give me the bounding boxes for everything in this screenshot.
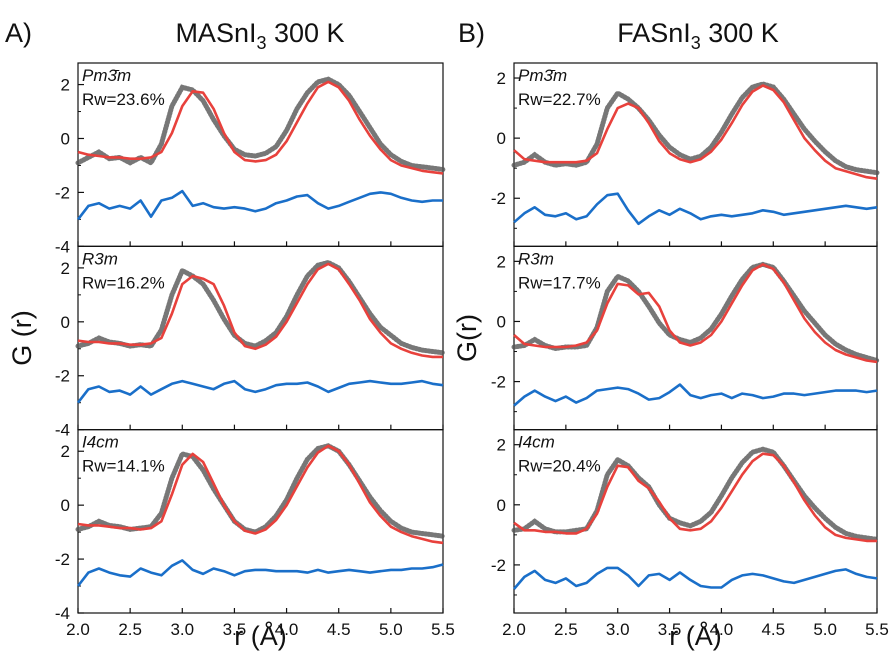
- y-tick-label: -2: [491, 189, 506, 208]
- x-tick-label: 2.5: [118, 620, 142, 639]
- fit-series: [77, 80, 444, 175]
- x-tick-label: 5.0: [813, 620, 837, 639]
- x-axis-label: r (Å): [234, 620, 286, 651]
- rw-label: Rw=20.4%: [518, 457, 601, 476]
- title-main: MASnI: [175, 18, 256, 48]
- fit-series: [513, 452, 877, 543]
- subplot-2: 2 0 -2 R3m Rw=17.7%: [491, 245, 880, 431]
- panel-label: A): [5, 18, 32, 48]
- difference-series: [76, 559, 444, 587]
- subplot-1: 2 0 -2 Pm3̄m Rw=22.7%: [491, 62, 880, 247]
- rw-label: Rw=22.7%: [518, 90, 601, 109]
- fit-series: [513, 84, 878, 180]
- y-tick-label: 2: [61, 259, 70, 278]
- model-label: R3m: [82, 249, 118, 268]
- observed-data-series: [511, 81, 880, 176]
- model-label: Pm3̄m: [518, 66, 567, 85]
- y-tick-label: 0: [497, 129, 506, 148]
- x-tick-label: 5.0: [379, 620, 403, 639]
- difference-series: [513, 383, 878, 407]
- title-rest: 300 K: [266, 18, 344, 48]
- rw-label: Rw=14.1%: [82, 457, 165, 476]
- chart-title: FASnI3 300 K: [617, 18, 779, 53]
- model-label: Pm3̄m: [82, 66, 131, 85]
- x-tick-label: 3.0: [170, 620, 194, 639]
- y-tick-label: -2: [491, 373, 506, 392]
- y-tick-label: 2: [497, 436, 506, 455]
- chart-title: MASnI3 300 K: [175, 18, 344, 53]
- x-tick-label: 4.0: [275, 620, 299, 639]
- y-tick-label: -2: [491, 556, 506, 575]
- y-tick-label: -2: [55, 367, 70, 386]
- y-tick-label: 0: [61, 313, 70, 332]
- subplot-1: 2 0 -2 -4 Pm3̄m Rw=23.6%: [55, 62, 446, 256]
- x-tick-label: 2.5: [554, 620, 578, 639]
- subplot-frame: [77, 429, 444, 614]
- model-label: I4cm: [82, 433, 119, 452]
- subplot-2: 2 0 -2 -4 R3m Rw=16.2%: [55, 245, 446, 440]
- difference-series: [513, 566, 878, 590]
- x-axis-label: r (Å): [669, 620, 721, 651]
- y-tick-label: -2: [55, 550, 70, 569]
- rw-label: Rw=16.2%: [82, 273, 165, 292]
- y-tick-label: 0: [61, 496, 70, 515]
- x-tick-label: 5.5: [431, 620, 455, 639]
- y-axis-label: G (r): [7, 310, 37, 365]
- fit-series: [513, 263, 878, 364]
- x-tick-label: 5.5: [865, 620, 889, 639]
- y-axis-label: G(r): [452, 314, 482, 362]
- rw-label: Rw=23.6%: [82, 90, 165, 109]
- chart-panel-b: B) FASnI3 300 K G(r) 2 0 -2 Pm3̄m Rw=22.7% 2 0 -2 R…: [452, 18, 889, 651]
- y-tick-label: 2: [61, 76, 70, 95]
- fit-series: [77, 262, 443, 359]
- difference-series: [76, 189, 443, 221]
- x-tick-label: 4.5: [761, 620, 785, 639]
- y-tick-label: 2: [497, 69, 506, 88]
- rw-label: Rw=17.7%: [518, 273, 601, 292]
- title-subscript: 3: [256, 33, 266, 53]
- y-tick-label: 2: [61, 442, 70, 461]
- model-label: R3m: [518, 249, 554, 268]
- chart-panel-a: A) MASnI3 300 K G (r) 2 0 -2 -4 Pm3̄m Rw=23.6% 2 0…: [5, 18, 455, 651]
- y-tick-label: -4: [55, 604, 70, 623]
- y-tick-label: -2: [55, 183, 70, 202]
- y-tick-label: 2: [497, 252, 506, 271]
- panel-label: B): [458, 18, 485, 48]
- x-tick-label: 2.0: [502, 620, 526, 639]
- model-label: I4cm: [518, 433, 555, 452]
- y-tick-label: -4: [55, 237, 70, 256]
- x-tick-label: 4.5: [327, 620, 351, 639]
- difference-series: [513, 192, 878, 226]
- title-main: FASnI: [617, 18, 691, 48]
- fit-series: [77, 444, 444, 545]
- y-tick-label: -4: [55, 421, 70, 440]
- subplot-3: 2 0 -2 -4 I4cm Rw=14.1%: [55, 429, 446, 623]
- title-subscript: 3: [691, 33, 701, 53]
- y-tick-label: 0: [497, 496, 506, 515]
- x-tick-label: 2.0: [66, 620, 90, 639]
- x-tick-label: 3.5: [658, 620, 682, 639]
- subplot-3: 2 0 -2 I4cm Rw=20.4%: [491, 429, 880, 614]
- x-tick-label: 3.0: [606, 620, 630, 639]
- y-tick-label: 0: [61, 129, 70, 148]
- x-tick-label: 3.5: [223, 620, 247, 639]
- observed-data-series: [511, 446, 880, 542]
- x-tick-label: 4.0: [710, 620, 734, 639]
- y-tick-label: 0: [497, 312, 506, 331]
- subplot-frame: [513, 429, 878, 614]
- difference-series: [76, 379, 444, 404]
- title-rest: 300 K: [701, 18, 779, 48]
